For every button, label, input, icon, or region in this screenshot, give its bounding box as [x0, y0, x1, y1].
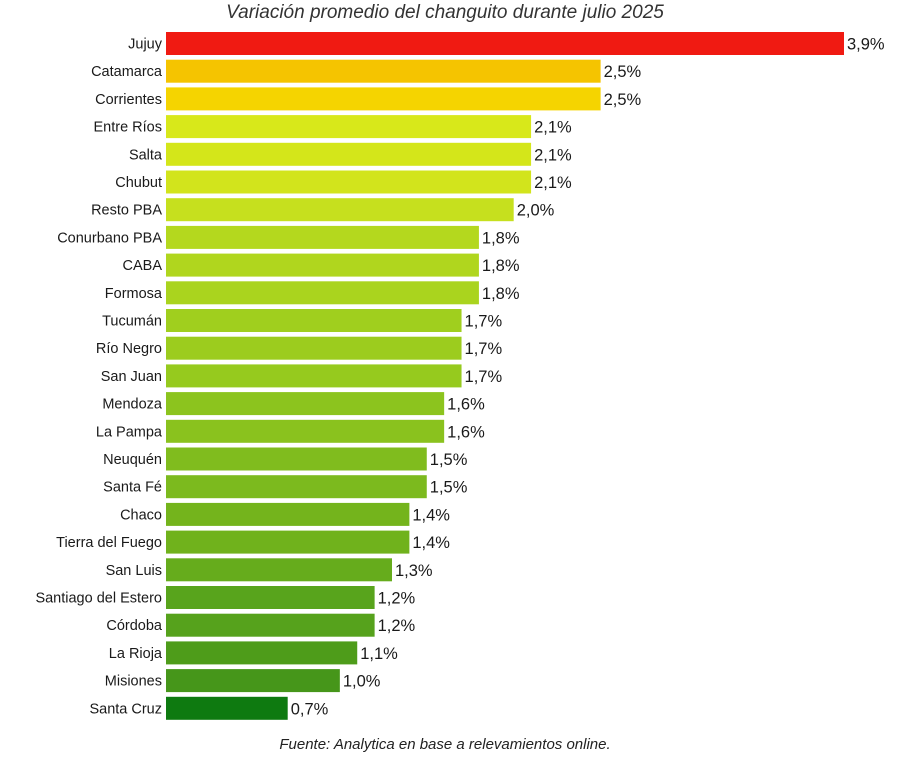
category-label: Entre Ríos — [94, 120, 163, 136]
category-label: Catamarca — [91, 64, 163, 80]
bar — [166, 253, 479, 277]
bar — [166, 309, 462, 332]
value-label: 1,3% — [395, 562, 433, 580]
category-label: Santa Fé — [103, 480, 162, 496]
bar — [166, 32, 844, 55]
category-label: Conurbano PBA — [57, 230, 162, 246]
bar — [166, 115, 532, 139]
bar — [166, 336, 462, 360]
value-label: 1,6% — [447, 423, 485, 441]
category-label: Córdoba — [106, 618, 163, 634]
category-label: La Pampa — [96, 424, 163, 440]
category-label: Jujuy — [128, 37, 163, 53]
bar — [166, 447, 427, 471]
category-label: San Luis — [106, 563, 162, 579]
bar — [166, 170, 532, 194]
bar — [166, 696, 288, 720]
value-label: 1,7% — [465, 340, 503, 358]
category-label: La Rioja — [109, 646, 163, 662]
value-label: 1,4% — [412, 506, 450, 524]
bar — [166, 59, 601, 83]
category-label: Río Negro — [96, 341, 162, 357]
value-label: 1,5% — [430, 451, 468, 469]
bar — [166, 87, 601, 111]
category-label: Santa Cruz — [89, 701, 162, 717]
bar — [166, 613, 375, 637]
value-label: 2,5% — [604, 63, 642, 81]
value-label: 2,0% — [517, 202, 555, 220]
value-label: 1,7% — [465, 368, 503, 386]
category-label: Misiones — [105, 674, 162, 690]
value-label: 1,2% — [378, 617, 416, 635]
value-label: 2,5% — [604, 91, 642, 109]
value-label: 1,8% — [482, 285, 520, 303]
category-label: Tierra del Fuego — [56, 535, 162, 551]
bar — [166, 281, 479, 305]
value-label: 1,8% — [482, 229, 520, 247]
value-label: 2,1% — [534, 119, 572, 137]
category-label: Santiago del Estero — [35, 591, 162, 607]
value-label: 2,1% — [534, 146, 572, 164]
bar — [166, 225, 479, 249]
bar — [166, 419, 445, 443]
chart-source: Fuente: Analytica en base a relevamiento… — [279, 736, 611, 753]
bar — [166, 502, 410, 526]
value-label: 1,1% — [360, 645, 398, 663]
category-label: Tucumán — [102, 314, 162, 330]
category-label: Resto PBA — [91, 203, 162, 219]
chart-title: Variación promedio del changuito durante… — [226, 2, 664, 23]
category-label: Chaco — [120, 507, 162, 523]
bar — [166, 364, 462, 388]
value-label: 0,7% — [291, 700, 329, 718]
category-label: Mendoza — [102, 397, 163, 413]
bar — [166, 198, 514, 222]
value-label: 1,2% — [378, 590, 416, 608]
category-label: Formosa — [105, 286, 163, 302]
bar — [166, 530, 410, 554]
value-label: 1,7% — [465, 313, 503, 331]
value-label: 1,0% — [343, 673, 381, 691]
category-label: Neuquén — [103, 452, 162, 468]
value-label: 3,9% — [847, 36, 885, 54]
bar — [166, 475, 427, 499]
value-label: 2,1% — [534, 174, 572, 192]
category-label: Corrientes — [95, 92, 162, 108]
bar — [166, 392, 445, 416]
value-label: 1,8% — [482, 257, 520, 275]
category-label: CABA — [123, 258, 163, 274]
bar — [166, 669, 340, 693]
value-label: 1,5% — [430, 479, 468, 497]
value-label: 1,6% — [447, 396, 485, 414]
bar — [166, 142, 532, 166]
category-label: Chubut — [115, 175, 162, 191]
bar — [166, 641, 358, 665]
category-label: San Juan — [101, 369, 162, 385]
category-label: Salta — [129, 147, 163, 163]
bar — [166, 558, 392, 582]
bar — [166, 586, 375, 609]
value-label: 1,4% — [412, 534, 450, 552]
